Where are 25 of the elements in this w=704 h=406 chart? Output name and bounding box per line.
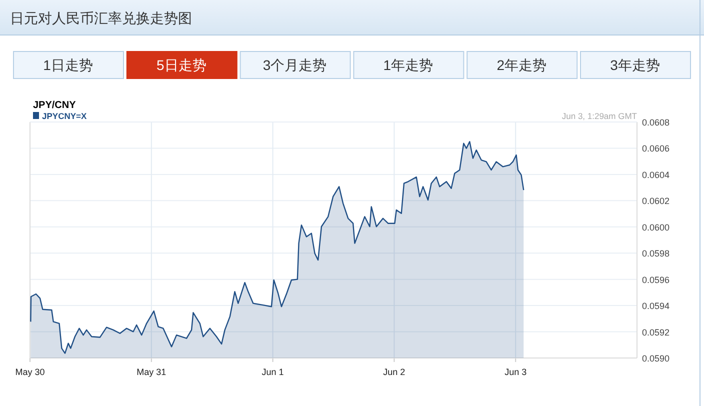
- y-tick-label: 0.0606: [642, 144, 670, 154]
- legend-label: JPYCNY=X: [42, 111, 87, 121]
- y-tick-label: 0.0602: [642, 196, 670, 206]
- tab: 2年走势: [466, 51, 578, 79]
- y-tick-label: 0.0604: [642, 170, 670, 180]
- y-tick-label: 0.0598: [642, 248, 670, 259]
- y-tick-label: 0.0594: [642, 301, 670, 312]
- tab: 1日走势: [13, 51, 124, 79]
- x-tick-label: May 30: [15, 367, 45, 377]
- x-tick-label: Jun 1: [262, 367, 284, 377]
- x-tick-label: May 31: [136, 367, 166, 377]
- tab: 1年走势: [353, 51, 464, 79]
- y-tick-label: 0.0592: [642, 327, 670, 338]
- chart-subtitle: JPY/CNY: [33, 100, 76, 111]
- y-tick-label: 0.0590: [642, 354, 670, 364]
- tab: 3年走势: [580, 51, 691, 79]
- y-tick-label: 0.0596: [642, 274, 670, 285]
- tab: 5日走势: [126, 51, 238, 79]
- tab: 3个月走势: [240, 51, 351, 79]
- y-tick-label: 0.0600: [642, 222, 670, 232]
- text: Jun 3, 1:29am GMT: [562, 111, 637, 121]
- x-tick-label: Jun 2: [383, 367, 406, 377]
- chart-title: 日元对人民币汇率兑换走势图: [10, 10, 192, 26]
- x-tick-label: Jun 3: [504, 367, 527, 377]
- y-tick-label: 0.0608: [642, 118, 670, 128]
